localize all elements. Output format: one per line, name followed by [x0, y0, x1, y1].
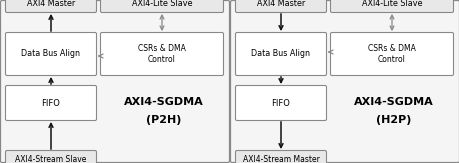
Text: AXI4-SGDMA: AXI4-SGDMA: [353, 97, 433, 107]
FancyBboxPatch shape: [330, 0, 453, 13]
FancyBboxPatch shape: [0, 0, 229, 163]
Text: Data Bus Align: Data Bus Align: [251, 50, 310, 59]
Text: AXI4-Stream Master: AXI4-Stream Master: [242, 156, 319, 163]
FancyBboxPatch shape: [230, 0, 459, 163]
Text: AXI4-Lite Slave: AXI4-Lite Slave: [131, 0, 192, 7]
Text: FIFO: FIFO: [271, 98, 290, 108]
FancyBboxPatch shape: [100, 32, 223, 75]
Text: Data Bus Align: Data Bus Align: [22, 50, 80, 59]
Text: AXI4-Lite Slave: AXI4-Lite Slave: [361, 0, 421, 7]
Text: CSRs & DMA
Control: CSRs & DMA Control: [367, 44, 415, 64]
Text: CSRs & DMA
Control: CSRs & DMA Control: [138, 44, 185, 64]
FancyBboxPatch shape: [6, 0, 96, 13]
FancyBboxPatch shape: [235, 0, 326, 13]
FancyBboxPatch shape: [6, 150, 96, 163]
FancyBboxPatch shape: [235, 32, 326, 75]
FancyBboxPatch shape: [6, 32, 96, 75]
Text: (H2P): (H2P): [375, 115, 411, 125]
FancyBboxPatch shape: [235, 86, 326, 120]
Text: AXI4-Stream Slave: AXI4-Stream Slave: [15, 156, 86, 163]
Text: AXI4 Master: AXI4 Master: [27, 0, 75, 7]
FancyBboxPatch shape: [6, 86, 96, 120]
FancyBboxPatch shape: [100, 0, 223, 13]
Text: FIFO: FIFO: [41, 98, 60, 108]
FancyBboxPatch shape: [330, 32, 453, 75]
Text: (P2H): (P2H): [146, 115, 181, 125]
Text: AXI4 Master: AXI4 Master: [256, 0, 304, 7]
Text: AXI4-SGDMA: AXI4-SGDMA: [124, 97, 203, 107]
FancyBboxPatch shape: [235, 150, 326, 163]
